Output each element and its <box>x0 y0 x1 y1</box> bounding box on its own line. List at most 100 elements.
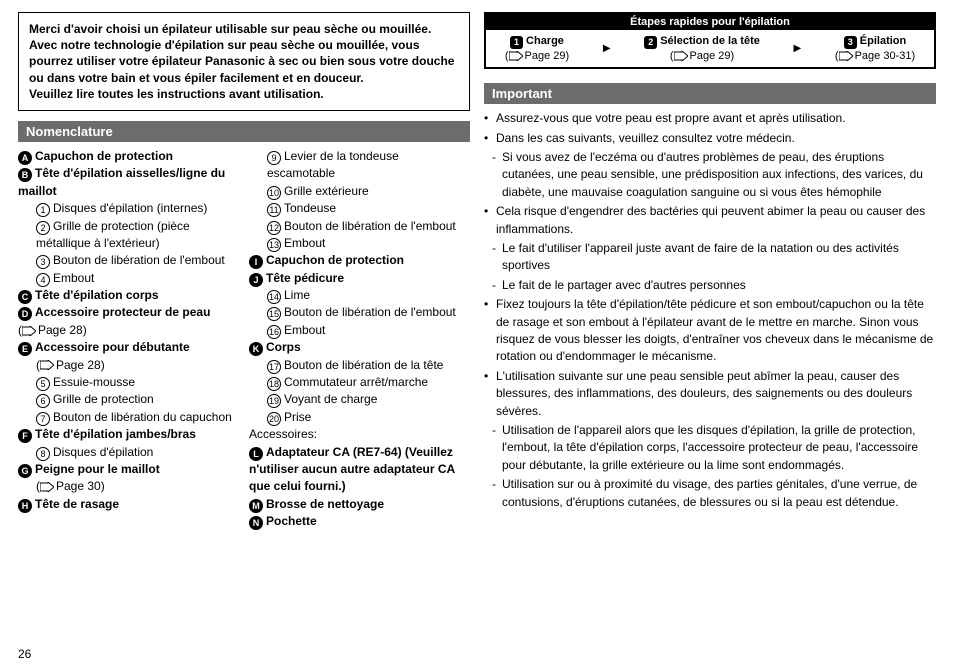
badge-9: 9 <box>267 151 281 165</box>
label-M: Brosse de nettoyage <box>266 497 384 511</box>
label-10: Grille extérieure <box>284 184 369 198</box>
label-11: Tondeuse <box>284 201 336 215</box>
item-1: 1Disques d'épilation (internes) <box>18 200 239 217</box>
badge-20: 20 <box>267 412 281 426</box>
label-G: Peigne pour le maillot <box>35 462 160 476</box>
badge-14: 14 <box>267 290 281 304</box>
important-text: Utilisation sur ou à proximité du visage… <box>502 476 936 511</box>
item-F: FTête d'épilation jambes/bras <box>18 426 239 443</box>
important-list: •Assurez-vous que votre peau est propre … <box>484 110 936 513</box>
ref-D-text: Page 28 <box>38 322 83 339</box>
item-5: 5Essuie-mousse <box>18 374 239 391</box>
badge-19: 19 <box>267 394 281 408</box>
important-text: Fixez toujours la tête d'épilation/tête … <box>496 296 936 366</box>
ref-E-text: Page 28 <box>56 357 101 374</box>
important-subitem: -Utilisation sur ou à proximité du visag… <box>492 476 936 511</box>
badge-I: I <box>249 255 263 269</box>
badge-5: 5 <box>36 377 50 391</box>
item-K: KCorps <box>249 339 470 356</box>
label-E: Accessoire pour débutante <box>35 340 190 354</box>
step-num-3: 3 <box>844 36 857 49</box>
item-9: 9Levier de la tondeuse escamotable <box>249 148 470 183</box>
badge-B: B <box>18 168 32 182</box>
arrow-icon <box>509 51 523 61</box>
badge-J: J <box>249 273 263 287</box>
badge-12: 12 <box>267 221 281 235</box>
badge-13: 13 <box>267 238 281 252</box>
label-13: Embout <box>284 236 325 250</box>
ref-E: (Page 28) <box>18 357 105 374</box>
badge-A: A <box>18 151 32 165</box>
label-4: Embout <box>53 271 94 285</box>
badge-F: F <box>18 429 32 443</box>
item-4: 4Embout <box>18 270 239 287</box>
badge-3: 3 <box>36 255 50 269</box>
step-3: 3Épilation (Page 30-31) <box>835 34 915 63</box>
label-8: Disques d'épilation <box>53 445 153 459</box>
badge-17: 17 <box>267 360 281 374</box>
item-I: ICapuchon de protection <box>249 252 470 269</box>
badge-N: N <box>249 516 263 530</box>
item-14: 14Lime <box>249 287 470 304</box>
label-18: Commutateur arrêt/marche <box>284 375 428 389</box>
label-3: Bouton de libération de l'embout <box>53 253 225 267</box>
badge-8: 8 <box>36 447 50 461</box>
item-12: 12Bouton de libération de l'embout <box>249 218 470 235</box>
label-A: Capuchon de protection <box>35 149 173 163</box>
ref-D: (Page 28) <box>18 322 87 339</box>
item-19: 19Voyant de charge <box>249 391 470 408</box>
arrow-icon <box>674 51 688 61</box>
ref-G: (Page 30) <box>18 478 105 495</box>
nomenclature-heading: Nomenclature <box>18 121 470 142</box>
item-15: 15Bouton de libération de l'embout <box>249 304 470 321</box>
item-13: 13Embout <box>249 235 470 252</box>
badge-K: K <box>249 342 263 356</box>
item-17: 17Bouton de libération de la tête <box>249 357 470 374</box>
step-2: 2Sélection de la tête (Page 29) <box>644 34 760 63</box>
ref-G-text: Page 30 <box>56 478 101 495</box>
important-item: •Assurez-vous que votre peau est propre … <box>484 110 936 127</box>
arrow-icon <box>22 326 36 336</box>
important-subitem: -Le fait d'utiliser l'appareil juste ava… <box>492 240 936 275</box>
label-2: Grille de protection (pièce métallique à… <box>36 219 190 250</box>
nomenclature-col-2: 9Levier de la tondeuse escamotable 10Gri… <box>249 148 470 663</box>
step-3-ref-text: Page 30-31 <box>855 49 912 63</box>
badge-4: 4 <box>36 273 50 287</box>
left-column: Merci d'avoir choisi un épilateur utilis… <box>18 12 470 663</box>
important-item: •Cela risque d'engendrer des bactéries q… <box>484 203 936 238</box>
important-text: Dans les cas suivants, veuillez consulte… <box>496 130 795 147</box>
step-1-label: Charge <box>526 35 564 47</box>
step-1-ref: (Page 29) <box>505 49 569 63</box>
important-heading: Important <box>484 83 936 104</box>
badge-1: 1 <box>36 203 50 217</box>
important-text: Assurez-vous que votre peau est propre a… <box>496 110 846 127</box>
important-item: •L'utilisation suivante sur une peau sen… <box>484 368 936 420</box>
important-text: Cela risque d'engendrer des bactéries qu… <box>496 203 936 238</box>
item-M: MBrosse de nettoyage <box>249 496 470 513</box>
important-text: Le fait de le partager avec d'autres per… <box>502 277 746 294</box>
step-num-2: 2 <box>644 36 657 49</box>
important-text: Le fait d'utiliser l'appareil juste avan… <box>502 240 936 275</box>
item-20: 20Prise <box>249 409 470 426</box>
label-12: Bouton de libération de l'embout <box>284 219 456 233</box>
badge-18: 18 <box>267 377 281 391</box>
badge-M: M <box>249 499 263 513</box>
item-2: 2Grille de protection (pièce métallique … <box>18 218 239 253</box>
badge-15: 15 <box>267 307 281 321</box>
label-6: Grille de protection <box>53 392 154 406</box>
important-subitem: -Utilisation de l'appareil alors que les… <box>492 422 936 474</box>
quick-steps-heading: Étapes rapides pour l'épilation <box>486 14 934 30</box>
item-B: BTête d'épilation aisselles/ligne du mai… <box>18 165 239 200</box>
label-F: Tête d'épilation jambes/bras <box>35 427 196 441</box>
badge-7: 7 <box>36 412 50 426</box>
page-number: 26 <box>18 647 31 661</box>
important-item: •Dans les cas suivants, veuillez consult… <box>484 130 936 147</box>
step-2-ref: (Page 29) <box>670 49 734 63</box>
step-sep-2: ▶ <box>790 42 806 55</box>
step-3-label: Épilation <box>860 35 906 47</box>
important-text: L'utilisation suivante sur une peau sens… <box>496 368 936 420</box>
step-3-ref: (Page 30-31) <box>835 49 915 63</box>
item-D: DAccessoire protecteur de peau (Page 28) <box>18 304 239 339</box>
label-J: Tête pédicure <box>266 271 344 285</box>
step-1-ref-text: Page 29 <box>525 49 566 63</box>
